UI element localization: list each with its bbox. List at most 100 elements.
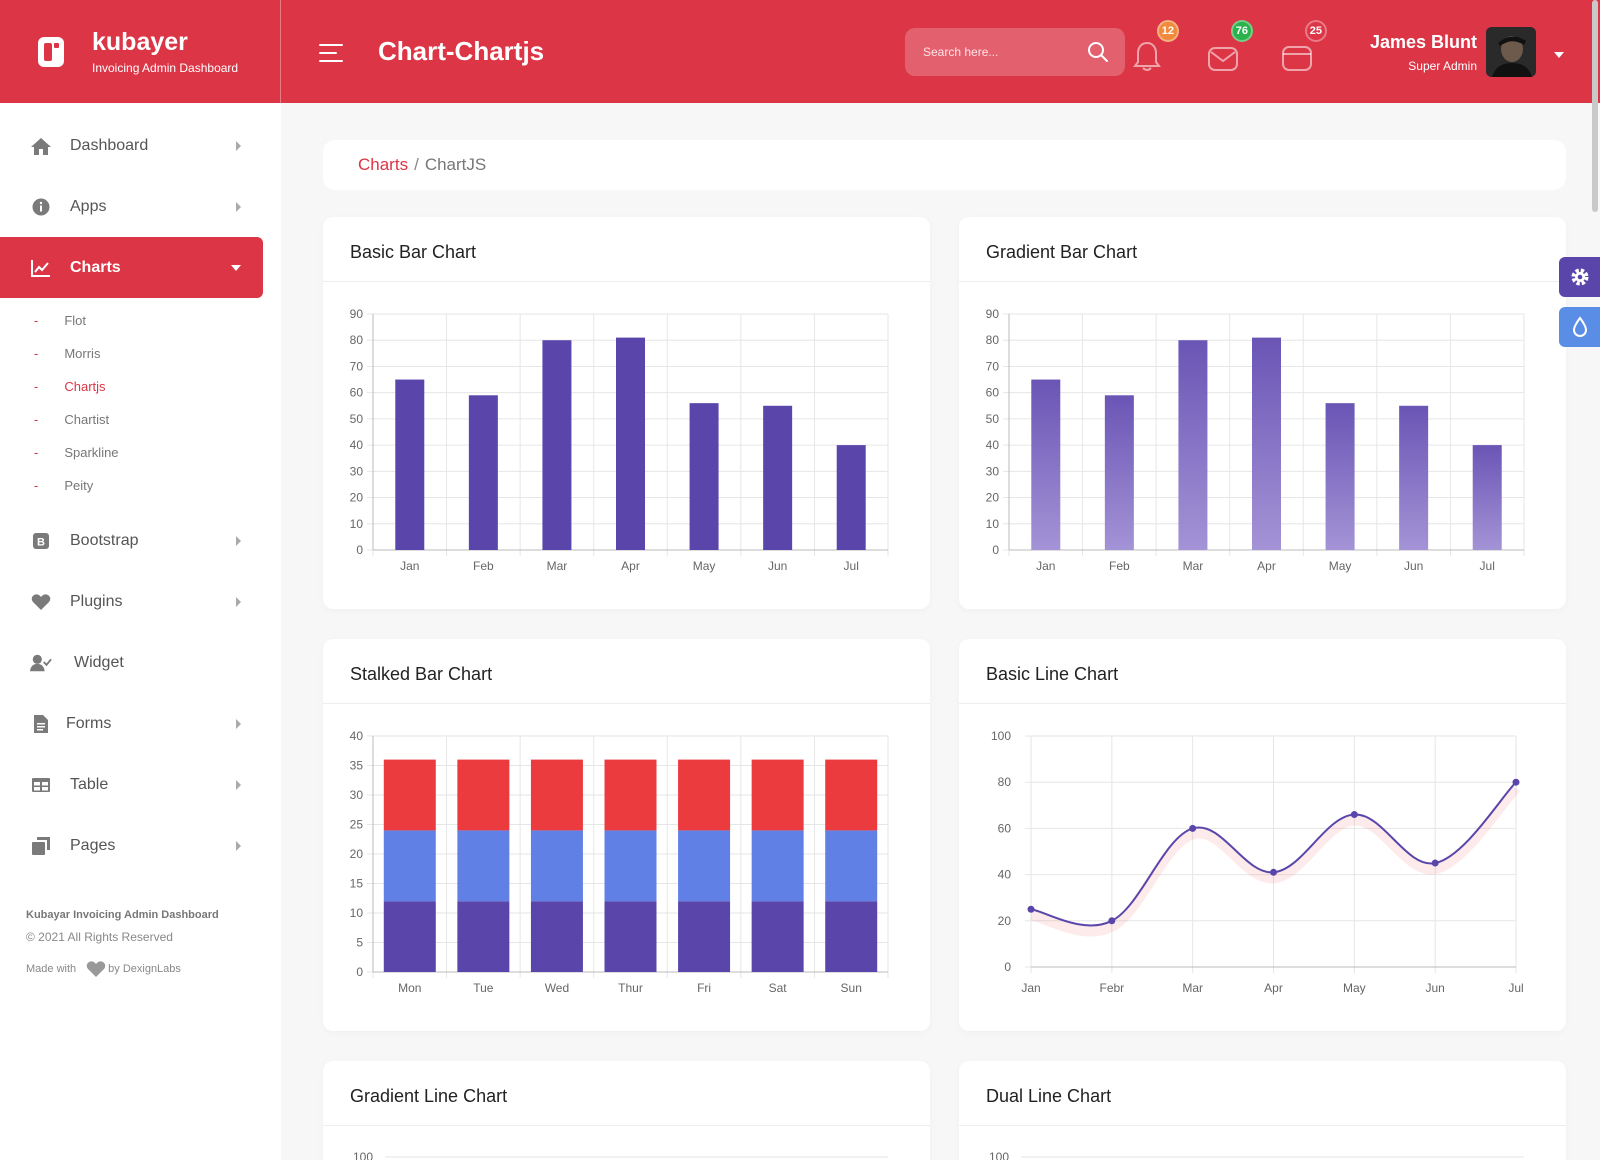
chart-card-basic-bar: Basic Bar Chart 0 10 20 30 40 50 60 70 80 90 Jan Fe… (323, 217, 930, 609)
calendar-count-badge: 25 (1304, 20, 1327, 42)
y-tick-label: 50 (350, 412, 364, 426)
sidebar-item-label: Bootstrap (70, 531, 139, 549)
user-name[interactable]: James Blunt (1369, 32, 1477, 52)
sidebar-subitem-peity[interactable]: - Peity (34, 478, 94, 493)
sidebar-item-forms[interactable]: Forms (0, 693, 263, 754)
y-tick-label: 20 (986, 491, 1000, 505)
x-tick-label: Jun (768, 559, 787, 573)
chevron-right-icon (236, 840, 241, 851)
user-role: Super Admin (1408, 59, 1477, 73)
data-point (1431, 859, 1439, 867)
bar (1325, 403, 1355, 550)
bar-segment (825, 901, 878, 972)
breadcrumb-link-charts[interactable]: Charts (358, 155, 409, 174)
x-tick-label: Jul (1480, 559, 1495, 573)
chevron-down-icon (231, 264, 241, 271)
sidebar-item-label: Plugins (70, 592, 123, 610)
bar (836, 445, 866, 550)
sidebar-subitem-flot[interactable]: - Flot (34, 313, 87, 328)
x-tick-label: Jul (1508, 981, 1523, 995)
logo-icon (38, 36, 64, 67)
bar-segment (383, 830, 436, 902)
bar (1399, 405, 1429, 550)
chart-card-gradient-line: Gradient Line Chart 100 (323, 1061, 930, 1160)
y-tick-label: 70 (986, 359, 1000, 373)
bar (395, 379, 425, 550)
y-tick-label: 0 (356, 965, 363, 979)
bar-segment (530, 759, 583, 831)
chevron-down-icon[interactable] (1554, 52, 1564, 58)
x-tick-label: Jun (1425, 981, 1444, 995)
chevron-right-icon (236, 779, 241, 790)
gradient-line-chart: 100 (353, 1150, 888, 1160)
y-tick-label: 100 (991, 729, 1011, 743)
sidebar-item-charts[interactable]: Charts (0, 237, 263, 298)
avatar[interactable] (1486, 27, 1536, 77)
scrollbar[interactable] (1592, 0, 1598, 212)
bar (1472, 445, 1502, 550)
x-tick-label: Mar (1183, 559, 1204, 573)
avatar-image (1486, 27, 1536, 77)
search-input[interactable] (905, 28, 1075, 76)
notifications-button[interactable]: 12 (1133, 20, 1179, 72)
sidebar-item-plugins[interactable]: Plugins (0, 571, 263, 632)
data-point (1108, 917, 1116, 925)
y-tick-label: 60 (998, 821, 1012, 835)
data-point (1350, 811, 1358, 819)
bootstrap-icon: B (33, 532, 49, 549)
sidebar-item-label: Charts (70, 258, 121, 276)
gear-icon (1571, 268, 1588, 286)
sidebar-item-apps[interactable]: Apps (0, 176, 263, 237)
brand[interactable]: kubayer Invoicing Admin Dashboard (0, 0, 281, 103)
y-tick-label: 80 (986, 333, 1000, 347)
theme-button[interactable] (1559, 307, 1600, 347)
x-tick-label: Tue (473, 981, 494, 995)
bar (1031, 379, 1061, 550)
data-point (1189, 824, 1197, 832)
y-tick-label: 10 (350, 517, 364, 531)
sidebar-item-label: Pages (70, 836, 116, 854)
y-tick-label: 20 (350, 491, 364, 505)
y-tick-label: 40 (350, 729, 364, 743)
chart-card-dual-line: Dual Line Chart 100 (959, 1061, 1566, 1160)
basic-bar-chart: 0 10 20 30 40 50 60 70 80 90 Jan Feb Mar Apr May Jun Jul (350, 307, 889, 573)
bar-segment (751, 759, 804, 831)
sidebar-subitem-sparkline[interactable]: - Sparkline (34, 445, 119, 460)
calendar-button[interactable]: 25 (1281, 20, 1327, 72)
messages-button[interactable]: 76 (1207, 20, 1253, 72)
x-tick-label: Apr (621, 559, 640, 573)
breadcrumb-current: ChartJS (424, 155, 487, 174)
sidebar-item-widget[interactable]: Widget (0, 632, 263, 693)
sidebar-item-table[interactable]: Table (0, 754, 263, 815)
y-tick-label: 30 (350, 464, 364, 478)
gradient-bar-chart: 0 10 20 30 40 50 60 70 80 90 Jan Feb Mar Apr May Jun Jul (986, 307, 1525, 573)
bar-segment (678, 759, 731, 831)
x-tick-label: Thur (618, 981, 643, 995)
chart-card-basic-line: Basic Line Chart 0 20 40 60 80 100 Jan Febr Mar A… (959, 639, 1566, 1031)
y-tick-label: 50 (986, 412, 1000, 426)
sidebar-subitem-morris[interactable]: - Morris (34, 346, 101, 361)
bar-segment (678, 830, 731, 902)
droplet-icon (1572, 316, 1587, 337)
data-point (1027, 905, 1035, 913)
x-tick-label: Mar (1182, 981, 1203, 995)
sidebar-item-pages[interactable]: Pages (0, 815, 263, 876)
sidebar-subitem-chartist[interactable]: - Chartist (34, 412, 110, 427)
sidebar-subitem-chartjs[interactable]: - Chartjs (34, 379, 106, 394)
chart-icon (31, 259, 50, 277)
y-tick-label: 60 (986, 386, 1000, 400)
settings-button[interactable] (1559, 257, 1600, 297)
x-tick-label: May (1329, 559, 1352, 573)
bar-segment (825, 759, 878, 831)
y-tick-label: 40 (998, 868, 1012, 882)
x-tick-label: Wed (545, 981, 569, 995)
chevron-right-icon (236, 718, 241, 729)
menu-toggle-icon[interactable] (319, 44, 343, 62)
bar-segment (457, 759, 510, 831)
y-tick-label: 0 (992, 543, 999, 557)
sidebar-item-dashboard[interactable]: Dashboard (0, 115, 263, 176)
x-tick-label: Febr (1099, 981, 1124, 995)
search-icon[interactable] (1087, 41, 1109, 63)
x-tick-label: Apr (1257, 559, 1276, 573)
sidebar-item-bootstrap[interactable]: B Bootstrap (0, 510, 263, 571)
